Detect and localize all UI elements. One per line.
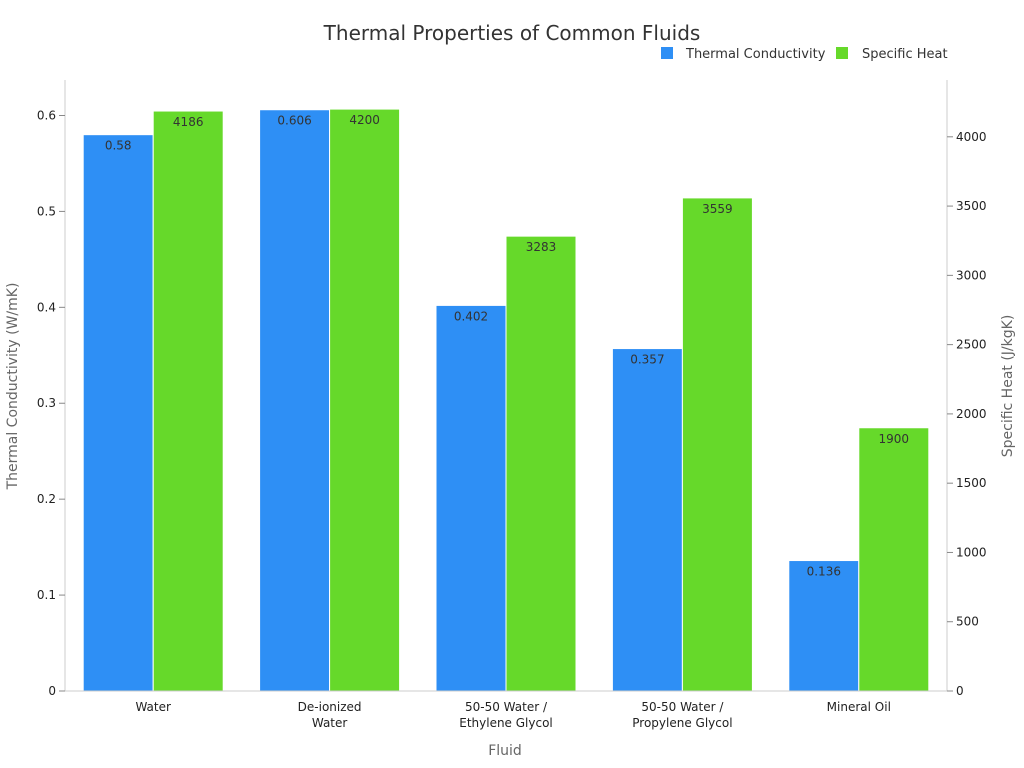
right-y-tick-label: 2000 bbox=[956, 407, 987, 421]
left-y-tick-label: 0.3 bbox=[37, 396, 56, 410]
data-label-thermal-conductivity-50-50-water-ethylene-glycol: 0.402 bbox=[454, 309, 488, 323]
right-y-axis-title: Specific Heat (J/kgK) bbox=[1000, 315, 1016, 458]
data-label-specific-heat-50-50-water-propylene-glycol: 3559 bbox=[702, 202, 733, 216]
data-labels-group: 0.58 4186 0.606 4200 0.402 3283 0.357 3559 0.136… bbox=[105, 113, 909, 578]
right-y-tick-label: 4000 bbox=[956, 130, 987, 144]
right-y-ticks: 0 500 1000 1500 2000 2500 3000 3500 4000 bbox=[947, 130, 987, 698]
data-label-specific-heat-50-50-water-ethylene-glycol: 3283 bbox=[526, 240, 557, 254]
bars-group bbox=[82, 108, 930, 692]
data-label-specific-heat-de-ionized-water: 4200 bbox=[349, 113, 380, 127]
legend-label-specific-heat: Specific Heat bbox=[862, 47, 948, 62]
bar-thermal-conductivity-50-50-water-propylene-glycol bbox=[611, 348, 683, 692]
bar-specific-heat-50-50-water-ethylene-glycol bbox=[505, 235, 577, 692]
data-label-thermal-conductivity-mineral-oil: 0.136 bbox=[807, 565, 841, 579]
right-y-tick-label: 1500 bbox=[956, 476, 987, 490]
right-y-tick-label: 3000 bbox=[956, 268, 987, 282]
bar-thermal-conductivity-mineral-oil bbox=[788, 560, 860, 692]
left-y-tick-label: 0.5 bbox=[37, 204, 56, 218]
bar-thermal-conductivity-de-ionized-water bbox=[259, 109, 331, 692]
left-y-tick-label: 0.4 bbox=[37, 300, 56, 314]
x-tick-label-de-ionized-water: De-ionized Water bbox=[298, 700, 362, 730]
data-label-specific-heat-mineral-oil: 1900 bbox=[879, 432, 910, 446]
right-y-tick-label: 3500 bbox=[956, 199, 987, 213]
bar-thermal-conductivity-50-50-water-ethylene-glycol bbox=[435, 304, 507, 692]
left-y-tick-label: 0.6 bbox=[37, 108, 56, 122]
legend-swatch-thermal-conductivity bbox=[661, 47, 673, 59]
right-y-tick-label: 0 bbox=[956, 684, 964, 698]
data-label-thermal-conductivity-50-50-water-propylene-glycol: 0.357 bbox=[630, 353, 664, 367]
x-tick-label-50-50-water-propylene-glycol: 50-50 Water / Propylene Glycol bbox=[632, 700, 732, 730]
right-y-tick-label: 1000 bbox=[956, 545, 987, 559]
left-y-tick-label: 0.2 bbox=[37, 492, 56, 506]
left-y-tick-label: 0 bbox=[48, 684, 56, 698]
bar-specific-heat-water bbox=[152, 110, 224, 692]
data-label-thermal-conductivity-de-ionized-water: 0.606 bbox=[277, 114, 311, 128]
x-tick-label-50-50-water-ethylene-glycol: 50-50 Water / Ethylene Glycol bbox=[459, 700, 553, 730]
x-axis-title: Fluid bbox=[488, 743, 522, 759]
right-y-tick-label: 2500 bbox=[956, 338, 987, 352]
chart-title: Thermal Properties of Common Fluids bbox=[323, 21, 701, 45]
bar-specific-heat-de-ionized-water bbox=[329, 108, 401, 692]
left-y-axis-title: Thermal Conductivity (W/mK) bbox=[5, 283, 21, 491]
bar-thermal-conductivity-water bbox=[82, 134, 154, 692]
x-tick-labels: Water De-ionized Water 50-50 Water / Ethylen… bbox=[135, 700, 890, 730]
legend-label-thermal-conductivity: Thermal Conductivity bbox=[685, 47, 826, 62]
left-y-tick-label: 0.1 bbox=[37, 588, 56, 602]
legend-swatch-specific-heat bbox=[836, 47, 848, 59]
data-label-specific-heat-water: 4186 bbox=[173, 115, 204, 129]
right-y-tick-label: 500 bbox=[956, 615, 979, 629]
bar-specific-heat-50-50-water-propylene-glycol bbox=[681, 197, 753, 692]
data-label-thermal-conductivity-water: 0.58 bbox=[105, 139, 132, 153]
legend: Thermal Conductivity Specific Heat bbox=[661, 47, 948, 62]
x-tick-label-water: Water bbox=[135, 700, 171, 714]
left-y-ticks: 0 0.1 0.2 0.3 0.4 0.5 0.6 bbox=[37, 108, 65, 698]
x-tick-label-mineral-oil: Mineral Oil bbox=[827, 700, 891, 714]
bar-specific-heat-mineral-oil bbox=[858, 427, 930, 692]
